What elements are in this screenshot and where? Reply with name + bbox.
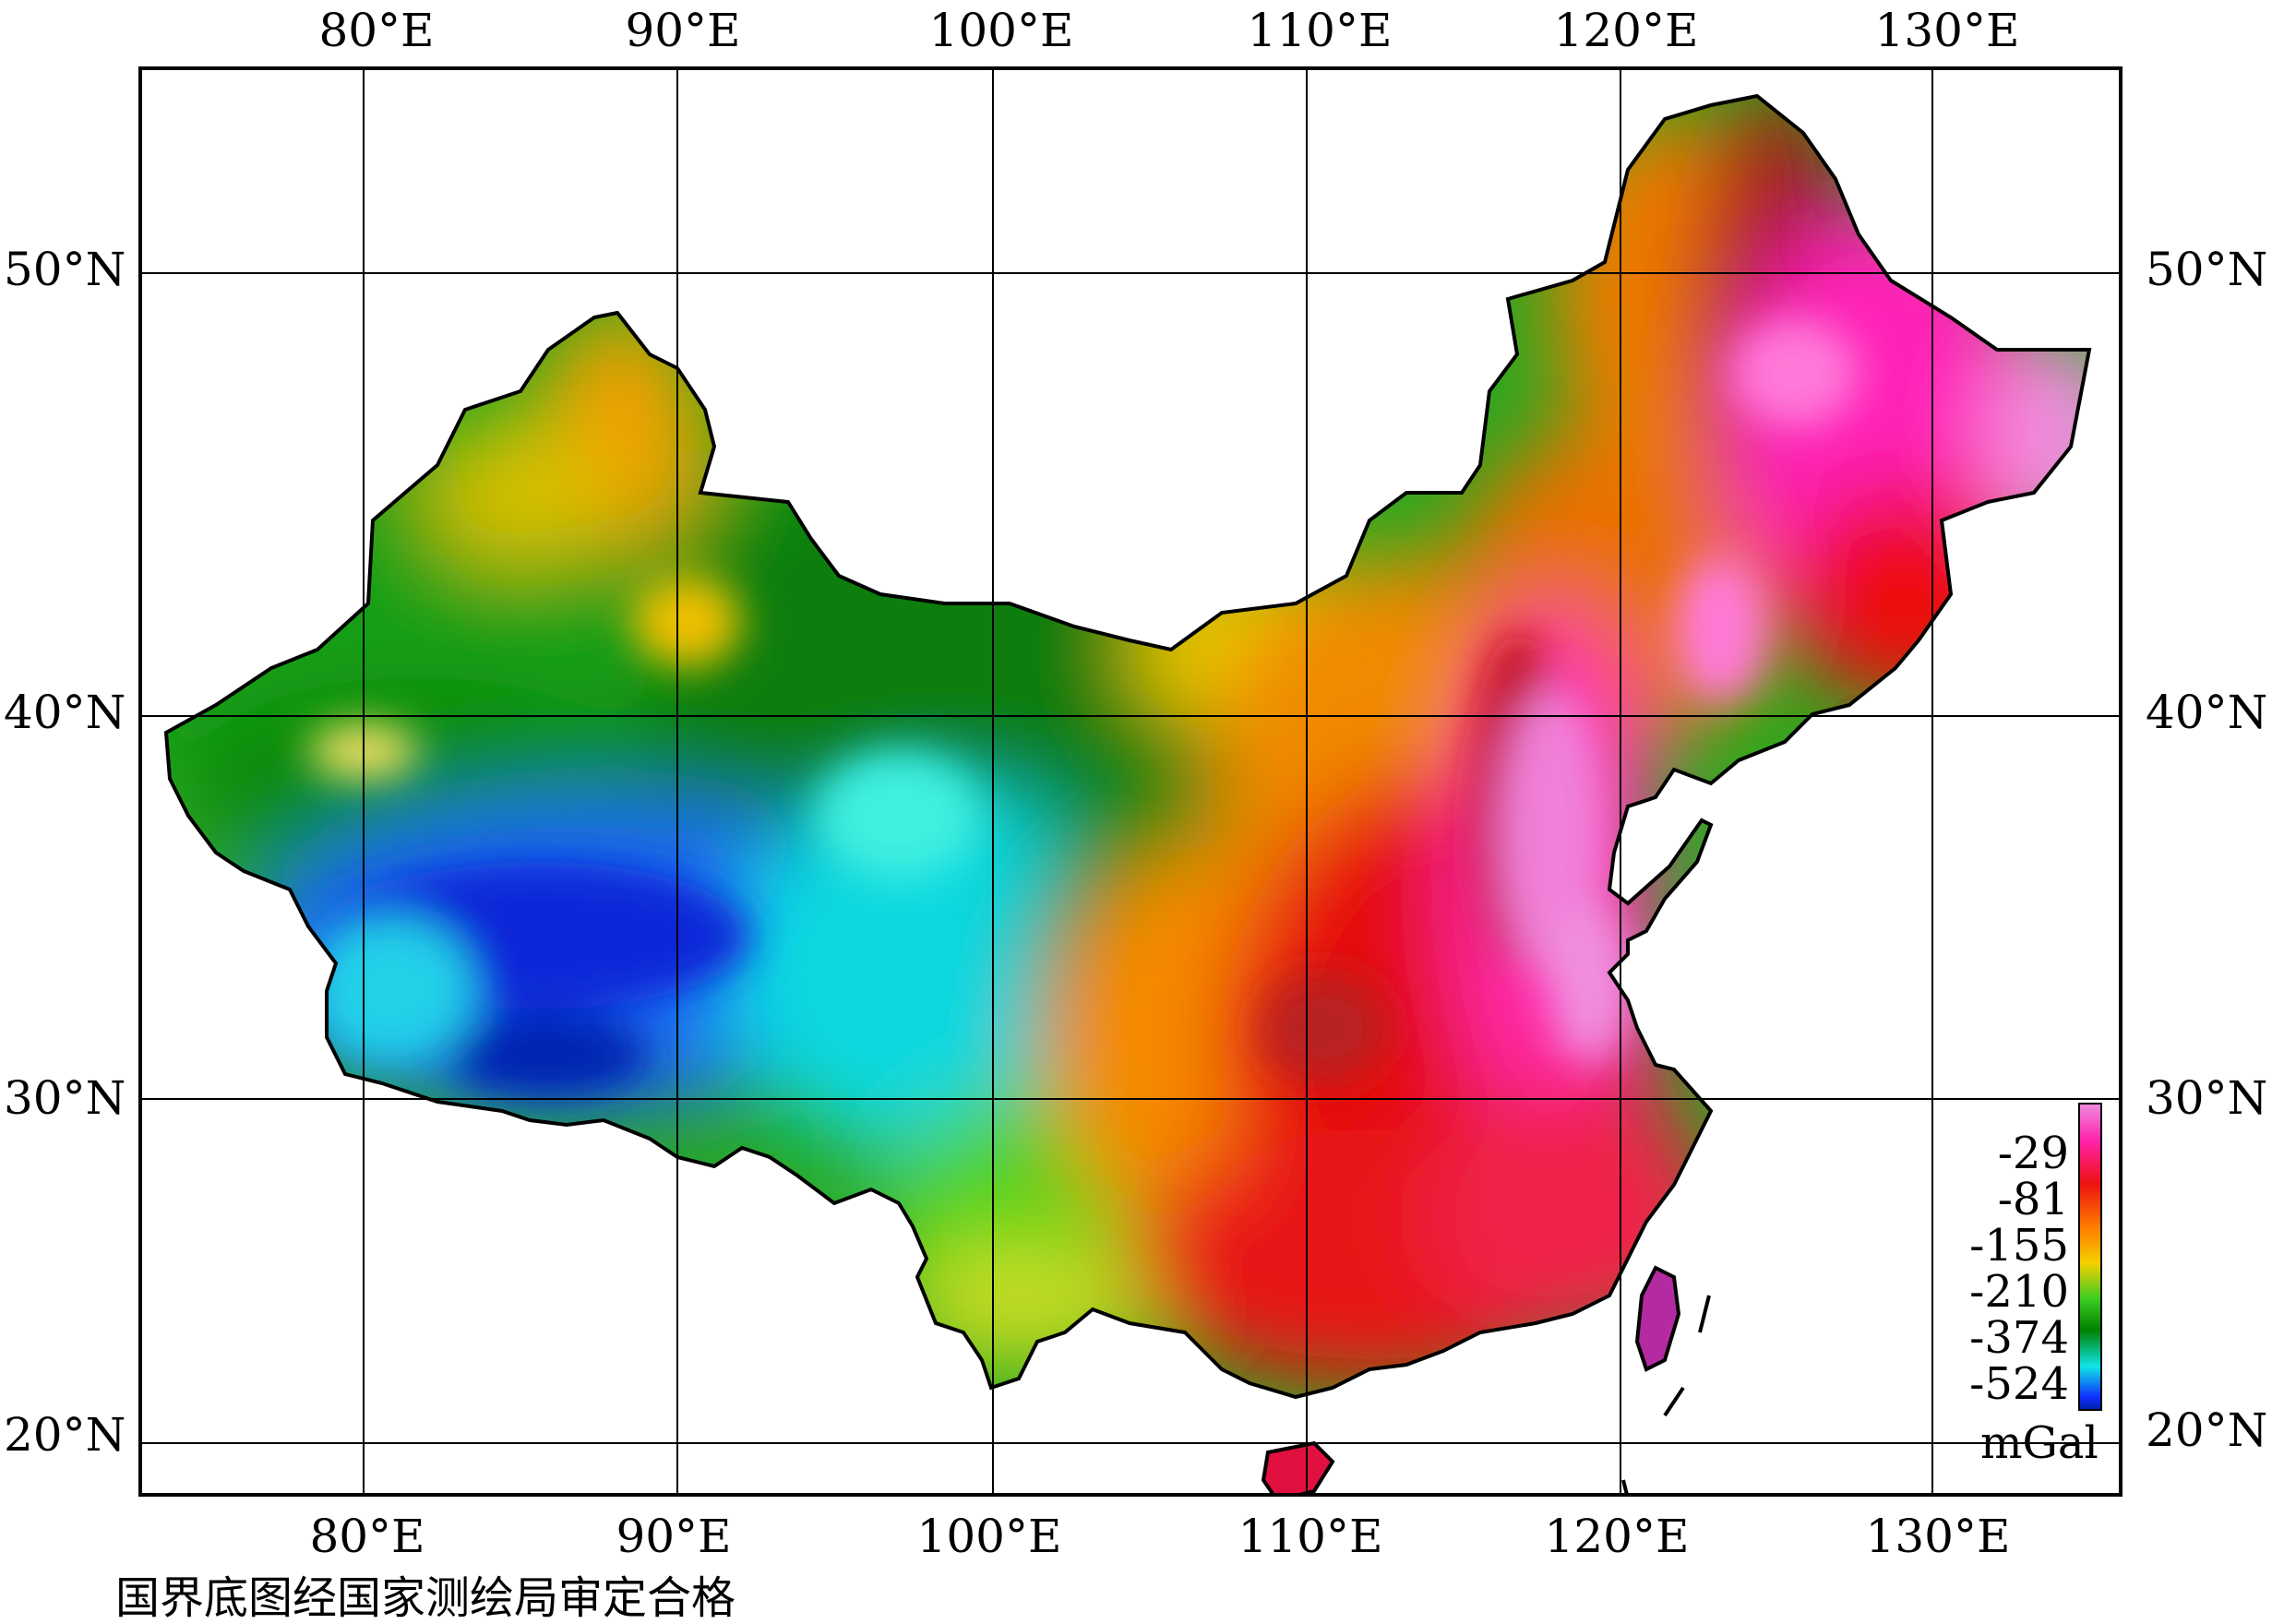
left-lat-label-40n: 40°N <box>4 686 126 739</box>
legend-color-bar <box>2078 1103 2102 1411</box>
bottom-lon-label-110e: 110°E <box>1238 1510 1383 1563</box>
legend-tick-label: -374 <box>1969 1312 2069 1364</box>
legend-tick-label: -81 <box>1997 1174 2069 1225</box>
bottom-lon-label-120e: 120°E <box>1544 1510 1690 1563</box>
left-lat-label-30n: 30°N <box>4 1071 126 1125</box>
top-lon-label-110e: 110°E <box>1247 4 1393 57</box>
left-lat-label-20n: 20°N <box>4 1408 126 1462</box>
legend-unit-label: mGal <box>1980 1417 2099 1469</box>
taiwan-island <box>1634 1265 1681 1372</box>
left-lat-label-50n: 50°N <box>4 243 126 296</box>
right-lat-label-40n: 40°N <box>2146 686 2268 739</box>
bottom-lon-label-100e: 100°E <box>916 1510 1062 1563</box>
map-approval-note: 国界底图经国家测绘局审定合格 <box>115 1572 736 1624</box>
legend-tick-label: -524 <box>1969 1358 2069 1410</box>
legend-tick-label: -210 <box>1969 1266 2069 1318</box>
top-lon-label-100e: 100°E <box>928 4 1074 57</box>
bottom-lon-label-90e: 90°E <box>616 1510 732 1563</box>
top-lon-label-130e: 130°E <box>1874 4 2020 57</box>
top-lon-label-80e: 80°E <box>318 4 435 57</box>
bottom-lon-label-80e: 80°E <box>309 1510 425 1563</box>
top-lon-label-90e: 90°E <box>625 4 741 57</box>
hainan-island <box>1261 1440 1335 1493</box>
map-frame <box>138 66 2123 1497</box>
bottom-lon-label-130e: 130°E <box>1865 1510 2011 1563</box>
right-lat-label-50n: 50°N <box>2146 243 2268 296</box>
color-legend: -29 -81 -155 -210 -374 -524 mGal <box>1947 1103 2113 1490</box>
graticule <box>142 70 2119 1493</box>
south-sea-boundary-dashes <box>1621 1295 1711 1493</box>
anomaly-field <box>166 96 2089 1397</box>
right-lat-label-20n: 20°N <box>2146 1403 2268 1457</box>
gravity-anomaly-map <box>142 70 2119 1493</box>
legend-tick-label: -29 <box>1997 1128 2069 1179</box>
right-lat-label-30n: 30°N <box>2146 1071 2268 1125</box>
top-lon-label-120e: 120°E <box>1553 4 1699 57</box>
legend-tick-label: -155 <box>1969 1220 2069 1272</box>
